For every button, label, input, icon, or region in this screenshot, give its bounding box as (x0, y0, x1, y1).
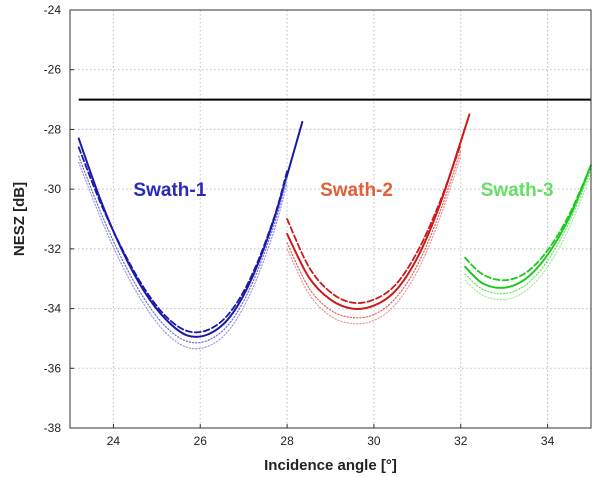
swath-2-dotted-curve (286, 155, 462, 325)
x-tick-label: 26 (194, 434, 208, 448)
x-tick-label: 28 (280, 434, 294, 448)
swath-1-dotted-curve (78, 155, 288, 344)
y-axis-label: NESZ [dB] (11, 182, 28, 256)
y-tick-label: -28 (44, 122, 62, 136)
x-tick-label: 34 (541, 434, 555, 448)
swath-label-2: Swath-2 (320, 180, 393, 201)
swath-label-3: Swath-3 (481, 180, 554, 201)
x-tick-label: 32 (454, 434, 468, 448)
y-tick-label: -30 (44, 182, 62, 196)
swath-labels: Swath-1 Swath-2 Swath-3 (133, 180, 553, 201)
x-tick-label: 30 (367, 434, 381, 448)
swath-2-dotted-curve (286, 149, 462, 319)
swath-label-1: Swath-1 (133, 180, 206, 201)
swath-3-dashed-curve (464, 164, 592, 282)
x-tick-label: 24 (107, 434, 121, 448)
plot-frame (69, 9, 592, 429)
swath-1-dotted-curve (78, 161, 288, 350)
tick-labels: 24 26 28 30 32 34 -24 -26 -28 -30 -32 -34 -36 -38 (44, 3, 555, 448)
swath-2-dashed-curve (286, 143, 462, 304)
x-axis-label: Incidence angle [°] (264, 457, 397, 474)
y-tick-label: -38 (44, 421, 62, 435)
swath-3-solid-curve (464, 164, 592, 289)
y-tick-label: -36 (44, 361, 62, 375)
y-tick-label: -24 (44, 3, 62, 17)
swath-3-dotted-curve (464, 169, 592, 295)
series-group (77, 113, 592, 350)
y-tick-label: -26 (44, 63, 62, 77)
y-tick-label: -34 (44, 302, 62, 316)
y-tick-label: -32 (44, 242, 62, 256)
swath-3-dotted-curve (464, 173, 592, 301)
swath-1-dashed-curve (77, 146, 288, 334)
